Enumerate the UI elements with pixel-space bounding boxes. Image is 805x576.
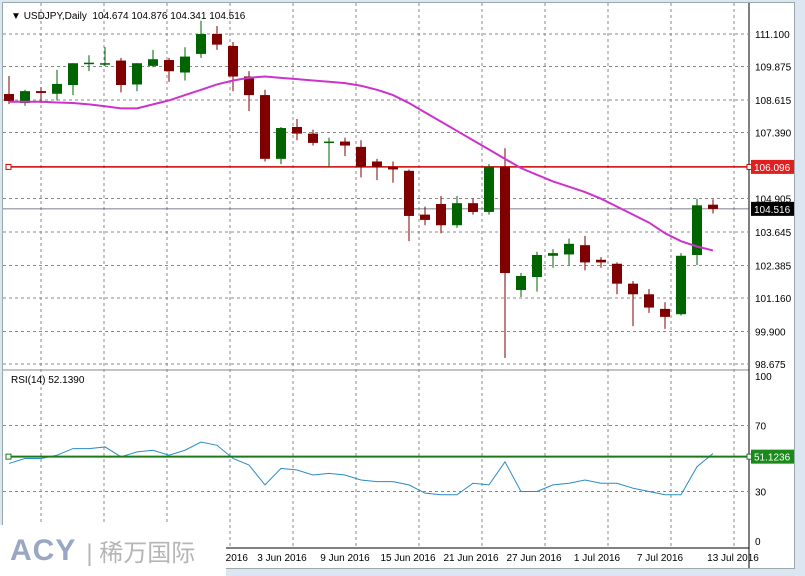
candle-bear bbox=[500, 166, 510, 274]
candle-bear bbox=[628, 283, 638, 295]
price-tick-label: 103.645 bbox=[755, 228, 792, 239]
chart-canvas[interactable]: 111.100 109.875 108.615 107.390 104.905 103.6… bbox=[3, 3, 794, 568]
candle-bull bbox=[68, 63, 78, 85]
candle-bear bbox=[36, 91, 46, 93]
candle-bear bbox=[292, 126, 302, 134]
rsi-hline-label: 51.1236 bbox=[754, 453, 791, 464]
candle-bull bbox=[132, 63, 142, 85]
candle-bear bbox=[596, 259, 606, 263]
rsi-level-label: 70 bbox=[755, 422, 767, 433]
watermark-logo: ACY | 稀万国际 bbox=[0, 525, 226, 576]
candle-bear bbox=[660, 308, 670, 317]
candle-bear bbox=[644, 294, 654, 308]
time-axis-label: 15 Jun 2016 bbox=[380, 553, 435, 564]
logo-text: ACY bbox=[10, 533, 77, 567]
ohlc-readout: 104.674 104.876 104.341 104.516 bbox=[92, 11, 246, 22]
rsi-label-bg bbox=[751, 449, 794, 464]
candle-bear bbox=[212, 34, 222, 45]
candle-bull bbox=[452, 203, 462, 226]
current-price-label: 104.516 bbox=[754, 205, 791, 216]
candle-bull bbox=[196, 34, 206, 54]
price-tick-label: 101.160 bbox=[755, 294, 792, 305]
candle-bear bbox=[164, 60, 174, 72]
candle-bear bbox=[308, 133, 318, 143]
chart-area[interactable]: 111.100 109.875 108.615 107.390 104.905 103.6… bbox=[2, 2, 795, 569]
candle-bull bbox=[276, 128, 286, 159]
rsi-level-label: 100 bbox=[755, 372, 772, 383]
hline-price-label: 106.096 bbox=[754, 163, 791, 174]
price-tick-label: 98.675 bbox=[755, 360, 786, 371]
price-tick-label: 111.100 bbox=[755, 30, 790, 41]
candle-bull bbox=[564, 243, 574, 255]
time-axis-label: 13 Jul 2016 bbox=[707, 553, 759, 564]
rsi-title: RSI(14) 52.1390 bbox=[11, 375, 85, 386]
candle-bull bbox=[532, 254, 542, 278]
current-price-bg bbox=[751, 201, 794, 216]
candle-bear bbox=[468, 203, 478, 212]
time-axis-label: 1 Jul 2016 bbox=[574, 553, 621, 564]
candle-bull bbox=[20, 91, 30, 104]
candle-bull bbox=[676, 255, 686, 315]
candle-bull bbox=[548, 253, 558, 256]
time-axis-label: 9 Jun 2016 bbox=[320, 553, 370, 564]
candle-bear bbox=[580, 245, 590, 263]
candle-bull bbox=[148, 59, 158, 66]
price-label-bg bbox=[751, 159, 794, 174]
candle-bear bbox=[372, 161, 382, 167]
rsi-line bbox=[8, 441, 714, 496]
candle-bear bbox=[244, 76, 254, 96]
candle-bear bbox=[340, 141, 350, 146]
price-tick-label: 109.875 bbox=[755, 63, 792, 74]
time-axis-label: 3 Jun 2016 bbox=[257, 553, 307, 564]
candle-bear bbox=[228, 45, 238, 77]
price-tick-label: 104.905 bbox=[755, 195, 792, 206]
candle-bear bbox=[404, 170, 414, 216]
price-tick-label: 108.615 bbox=[755, 96, 792, 107]
line-handle bbox=[5, 453, 12, 460]
candle-bear bbox=[260, 95, 270, 159]
candle-bull bbox=[484, 166, 494, 212]
line-handle bbox=[5, 163, 12, 170]
candle-bear bbox=[356, 146, 366, 167]
moving-average-line bbox=[9, 75, 714, 252]
time-axis-label: 21 Jun 2016 bbox=[443, 553, 498, 564]
time-axis-label: 27 Jun 2016 bbox=[506, 553, 561, 564]
candle-bear bbox=[420, 214, 430, 220]
candle-bear bbox=[116, 60, 126, 85]
candle-bear bbox=[4, 94, 14, 101]
candle-bull bbox=[692, 205, 702, 255]
candle-bear bbox=[708, 204, 718, 209]
rsi-level-label: 0 bbox=[755, 537, 761, 548]
candle-bull bbox=[324, 141, 334, 144]
price-tick-label: 99.900 bbox=[755, 327, 786, 338]
candle-bear bbox=[612, 263, 622, 284]
logo-cn: | 稀万国际 bbox=[86, 540, 196, 567]
price-tick-label: 107.390 bbox=[755, 129, 792, 140]
candle-bull bbox=[84, 62, 94, 65]
symbol-label: USDJPY,Daily bbox=[23, 11, 87, 22]
candle-bear bbox=[436, 203, 446, 226]
rsi-level-label: 30 bbox=[755, 488, 767, 499]
candle-bull bbox=[516, 275, 526, 291]
candle-bull bbox=[52, 83, 62, 94]
candle-bull bbox=[180, 56, 190, 73]
time-axis-label: 7 Jul 2016 bbox=[637, 553, 684, 564]
price-tick-label: 102.385 bbox=[755, 261, 792, 272]
candle-bear bbox=[388, 166, 398, 170]
chart-title: ▼ USDJPY,Daily 104.674 104.876 104.341 1… bbox=[11, 11, 246, 22]
candle-bull bbox=[100, 63, 110, 65]
